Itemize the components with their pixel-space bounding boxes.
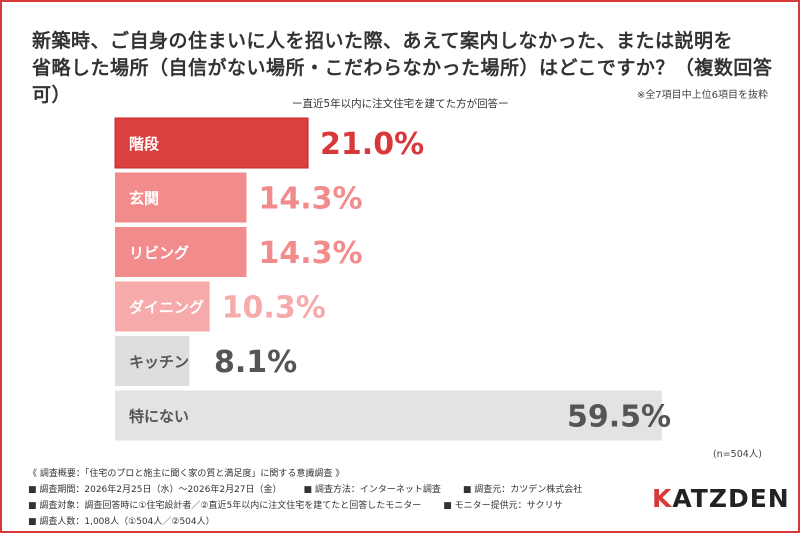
category-label: 特にない [129, 408, 189, 426]
title-line-2: 省略した場所（自信がない場所・こだわらなかった場所）はどこですか？（複数回答可） [32, 57, 773, 106]
subtitle: ー直近5年以内に注文住宅を建てた方が回答ー [292, 98, 509, 110]
note: ※全7項目中上位6項目を抜粋 [636, 90, 768, 101]
value-label: 14.3% [258, 182, 362, 217]
survey-count: ■ 調査人数：1,008人（①504人／②504人） [28, 517, 215, 527]
logo-k: K [652, 484, 673, 513]
chart-title: 新築時、ご自身の住まいに人を招いた際、あえて案内しなかった、または説明を 省略し… [32, 28, 800, 109]
logo-rest: ATZDEN [672, 484, 790, 513]
bar-2 [115, 227, 247, 277]
category-label: リビング [129, 244, 189, 262]
bar-5 [115, 390, 662, 441]
category-label: 階段 [129, 135, 159, 153]
category-label: キッチン [129, 353, 189, 371]
sample-size: (n=504人) [712, 449, 762, 460]
survey-footer: 《 調査概要：「住宅のプロと施主に聞く家の質と満足度」に関する意識調査 》 ■ … [28, 466, 604, 530]
survey-period: ■ 調査期間：2026年2月25日（水）～2026年2月27日（金） [28, 485, 282, 495]
value-label: 59.5% [567, 400, 671, 435]
category-label: ダイニング [129, 299, 204, 317]
bar-3 [115, 281, 210, 332]
bar-4 [115, 336, 190, 386]
title-line-1: 新築時、ご自身の住まいに人を招いた際、あえて案内しなかった、または説明を [32, 30, 734, 52]
category-label: 玄関 [129, 190, 159, 208]
survey-overview: 《 調査概要：「住宅のプロと施主に聞く家の質と満足度」に関する意識調査 》 [28, 469, 345, 479]
value-label: 14.3% [258, 236, 362, 271]
survey-provider: ■ モニター提供元：サクリサ [443, 501, 563, 511]
value-label: 8.1% [214, 345, 297, 380]
value-label: 21.0% [320, 127, 424, 162]
bar-1 [115, 172, 247, 223]
katzden-logo: KATZDEN [652, 484, 790, 513]
survey-source: ■ 調査元：カツデン株式会社 [462, 485, 583, 495]
value-label: 10.3% [222, 291, 326, 326]
survey-method: ■ 調査方法：インターネット調査 [303, 485, 441, 495]
survey-target: ■ 調査対象：調査回答時に①住宅設計者／②直近5年以内に注文住宅を建てたと回答し… [28, 501, 422, 511]
bar-0 [114, 117, 309, 169]
